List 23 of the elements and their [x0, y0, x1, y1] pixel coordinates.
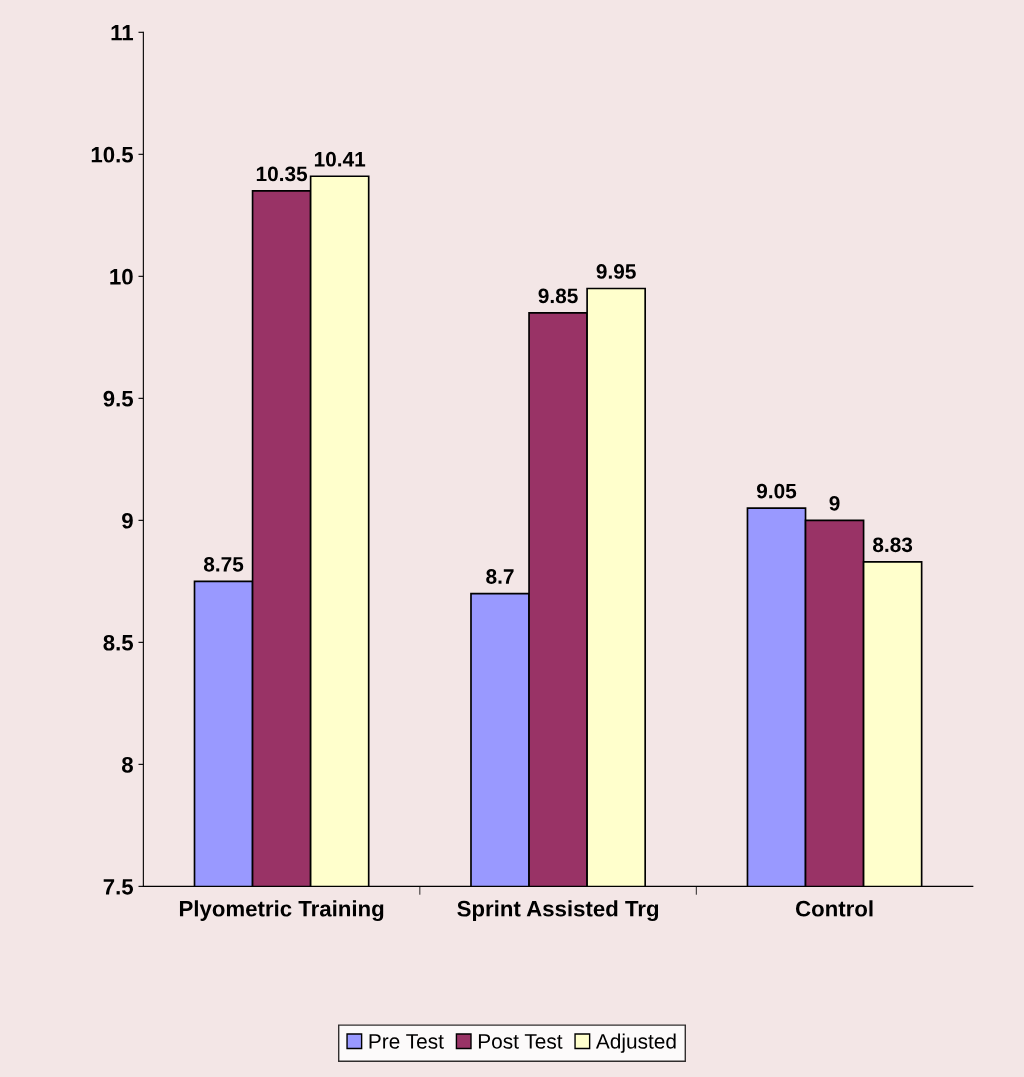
- data-label: 9.05: [756, 483, 797, 499]
- x-tick-label: Plyometric Training: [179, 900, 384, 922]
- y-tick-label: 10: [110, 268, 133, 285]
- y-tick-label: 8.5: [103, 634, 134, 651]
- data-label: 10.41: [314, 151, 366, 167]
- x-tick-label: Sprint Assisted Trg: [457, 900, 659, 922]
- legend-label: Adjusted: [595, 1033, 676, 1053]
- data-label: 9.85: [538, 288, 578, 304]
- data-label: 8.7: [486, 569, 514, 584]
- y-tick-label: 10.5: [91, 146, 134, 163]
- legend-label: Post Test: [478, 1034, 563, 1049]
- data-label: 8.83: [873, 537, 913, 553]
- data-label: 9.95: [596, 264, 636, 279]
- data-label: 10.35: [256, 166, 308, 182]
- x-tick-label: Control: [795, 900, 873, 917]
- y-tick-label: 9: [122, 512, 133, 529]
- y-tick-label: 9.5: [103, 390, 134, 407]
- data-label: 8.75: [203, 556, 244, 572]
- y-tick-label: 7.5: [103, 879, 134, 895]
- y-tick-label: 11: [111, 25, 134, 41]
- legend-label: Pre Test: [369, 1034, 444, 1049]
- data-label: 9: [829, 495, 840, 511]
- y-tick-label: 8: [121, 756, 133, 773]
